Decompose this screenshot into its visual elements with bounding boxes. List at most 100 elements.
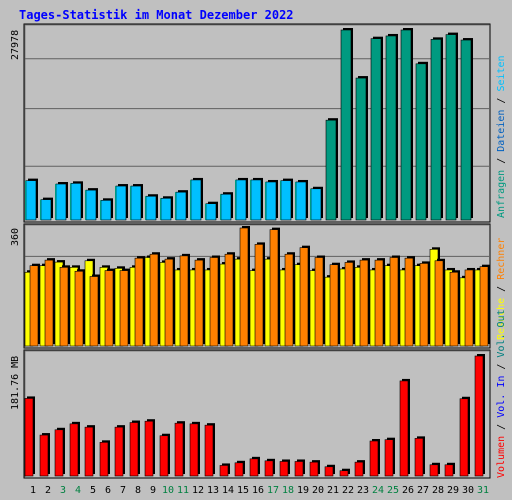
- volume-bar-28: [429, 462, 440, 477]
- volume-bar-12: [189, 421, 200, 477]
- day-label-15: 15: [237, 485, 249, 496]
- day-label-24: 24: [372, 485, 384, 496]
- day-label-8: 8: [135, 485, 141, 496]
- volume-bar-18: [279, 459, 290, 477]
- hits-bar-2: [40, 197, 53, 221]
- volume-bar-9: [144, 419, 155, 477]
- sites-bar-7: [119, 268, 130, 347]
- page-title: Tages-Statistik im Monat Dezember 2022: [19, 8, 294, 22]
- requests-bar-18: [280, 180, 282, 220]
- volume-legend-separator: /: [496, 358, 507, 376]
- sites-bar-23: [359, 258, 370, 347]
- volume-bar-27: [414, 436, 425, 477]
- sites-bar-1: [29, 263, 40, 347]
- day-label-30: 30: [462, 485, 474, 496]
- day-label-1: 1: [30, 485, 36, 496]
- day-label-22: 22: [342, 485, 354, 496]
- hits-legend-item-2: Seiten: [496, 55, 507, 91]
- day-label-16: 16: [252, 485, 264, 496]
- sites-bar-4: [74, 269, 85, 347]
- hits-ymax-label: 27978: [10, 30, 21, 60]
- requests-bar-13: [205, 203, 207, 220]
- day-label-7: 7: [120, 485, 126, 496]
- hits-bar-26: [400, 28, 413, 221]
- day-label-21: 21: [327, 485, 339, 496]
- volume-bar-7: [114, 425, 125, 477]
- hits-bar-8: [130, 184, 143, 221]
- volume-legend-item-0: Volumen: [496, 436, 507, 478]
- day-label-29: 29: [447, 485, 459, 496]
- day-label-23: 23: [357, 485, 369, 496]
- sites-bar-25: [389, 255, 400, 347]
- day-label-20: 20: [312, 485, 324, 496]
- requests-bar-12: [190, 179, 192, 220]
- volume-bar-17: [264, 458, 275, 477]
- volume-bar-25: [384, 437, 395, 477]
- volume-legend-item-1: Vol. In: [496, 376, 507, 418]
- requests-bar-17: [265, 181, 267, 220]
- hits-bar-11: [175, 190, 188, 221]
- requests-bar-11: [175, 192, 177, 220]
- sites-bar-15: [239, 226, 250, 347]
- volume-bar-14: [219, 463, 230, 477]
- volume-bar-2: [39, 433, 50, 477]
- sites-bar-29: [449, 270, 460, 347]
- sites-bar-8: [134, 256, 145, 347]
- day-label-17: 17: [267, 485, 279, 496]
- sites-bar-31: [479, 264, 490, 347]
- day-label-13: 13: [207, 485, 219, 496]
- requests-bar-9: [145, 196, 147, 220]
- day-label-9: 9: [150, 485, 156, 496]
- requests-bar-15: [235, 179, 237, 220]
- hits-bar-19: [295, 179, 308, 221]
- volume-bar-31: [474, 354, 485, 477]
- day-label-28: 28: [432, 485, 444, 496]
- volume-bar-24: [369, 439, 380, 477]
- hits-bar-23: [355, 76, 368, 221]
- hits-bar-29: [445, 32, 458, 221]
- sites-bar-2: [44, 258, 55, 347]
- sites-bar-28: [434, 258, 445, 347]
- volume-bar-29: [444, 462, 455, 477]
- sites-bar-26: [404, 256, 415, 347]
- day-label-26: 26: [402, 485, 414, 496]
- sites-bar-5: [89, 274, 100, 347]
- day-label-6: 6: [105, 485, 111, 496]
- hits-bar-9: [145, 194, 158, 221]
- sites-bar-13: [209, 255, 220, 347]
- hits-bar-25: [385, 33, 398, 221]
- hits-bar-14: [220, 192, 233, 221]
- hits-legend-separator: /: [496, 92, 507, 110]
- requests-bar-16: [250, 179, 252, 220]
- sites-bar-19: [299, 245, 310, 347]
- hits-bar-12: [190, 177, 203, 221]
- volume-bar-10: [159, 433, 170, 477]
- volume-ymax-label: 181.76 MB: [10, 356, 21, 410]
- hits-bar-27: [415, 61, 428, 221]
- hits-bar-20: [310, 186, 323, 221]
- day-label-10: 10: [162, 485, 174, 496]
- sites-bar-12: [194, 258, 205, 347]
- volume-bar-30: [459, 396, 470, 477]
- day-label-11: 11: [177, 485, 189, 496]
- hits-bar-17: [265, 179, 278, 221]
- volume-legend-separator: /: [496, 418, 507, 436]
- hits-bar-16: [250, 177, 263, 221]
- requests-bar-10: [160, 198, 162, 220]
- hits-bar-21: [325, 118, 338, 221]
- hits-bar-15: [235, 177, 248, 221]
- visits-ymax-label: 360: [10, 228, 21, 246]
- sites-bar-18: [284, 252, 295, 347]
- requests-bar-14: [220, 194, 222, 220]
- requests-bar-8: [130, 186, 132, 220]
- volume-bar-4: [69, 421, 80, 477]
- requests-bar-7: [115, 186, 117, 220]
- hits-bar-22: [340, 28, 353, 221]
- sites-bar-11: [179, 253, 190, 347]
- sites-bar-3: [59, 265, 70, 347]
- visits-legend-item-0: Besuche: [496, 298, 507, 340]
- sites-bar-24: [374, 258, 385, 347]
- day-label-27: 27: [417, 485, 429, 496]
- volume-bar-22: [339, 468, 350, 477]
- sites-bar-16: [254, 242, 265, 347]
